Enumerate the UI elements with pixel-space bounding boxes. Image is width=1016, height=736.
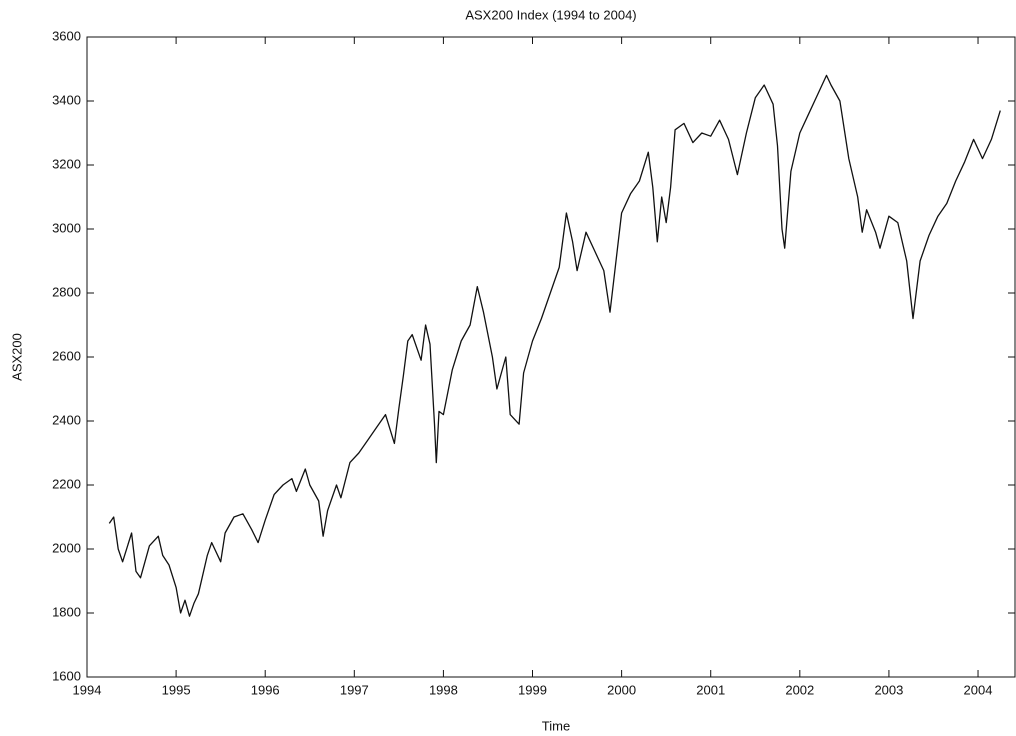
series-line bbox=[108, 74, 1001, 617]
x-tick-label: 2002 bbox=[785, 682, 814, 697]
x-tick-label: 2000 bbox=[607, 682, 636, 697]
x-tick-label: 1997 bbox=[340, 682, 369, 697]
chart-title: ASX200 Index (1994 to 2004) bbox=[465, 7, 636, 22]
y-tick-label: 3400 bbox=[52, 92, 81, 107]
x-axis-label: Time bbox=[542, 718, 570, 733]
y-tick-label: 3000 bbox=[52, 220, 81, 235]
y-tick-label: 2800 bbox=[52, 284, 81, 299]
x-tick-label: 1994 bbox=[73, 682, 102, 697]
x-tick-label: 1995 bbox=[162, 682, 191, 697]
y-tick-label: 1600 bbox=[52, 668, 81, 683]
y-tick-label: 3200 bbox=[52, 156, 81, 171]
x-tick-label: 2004 bbox=[964, 682, 993, 697]
x-tick-label: 2001 bbox=[696, 682, 725, 697]
y-tick-label: 1800 bbox=[52, 604, 81, 619]
x-tick-label: 1999 bbox=[518, 682, 547, 697]
x-tick-label: 1998 bbox=[429, 682, 458, 697]
y-axis-label: ASX200 bbox=[9, 333, 24, 381]
plot-frame bbox=[86, 36, 1016, 678]
y-tick-label: 2200 bbox=[52, 476, 81, 491]
y-tick-label: 2600 bbox=[52, 348, 81, 363]
y-tick-label: 2000 bbox=[52, 540, 81, 555]
x-tick-label: 1996 bbox=[251, 682, 280, 697]
y-tick-label: 2400 bbox=[52, 412, 81, 427]
x-tick-label: 2003 bbox=[874, 682, 903, 697]
y-tick-label: 3600 bbox=[52, 28, 81, 43]
